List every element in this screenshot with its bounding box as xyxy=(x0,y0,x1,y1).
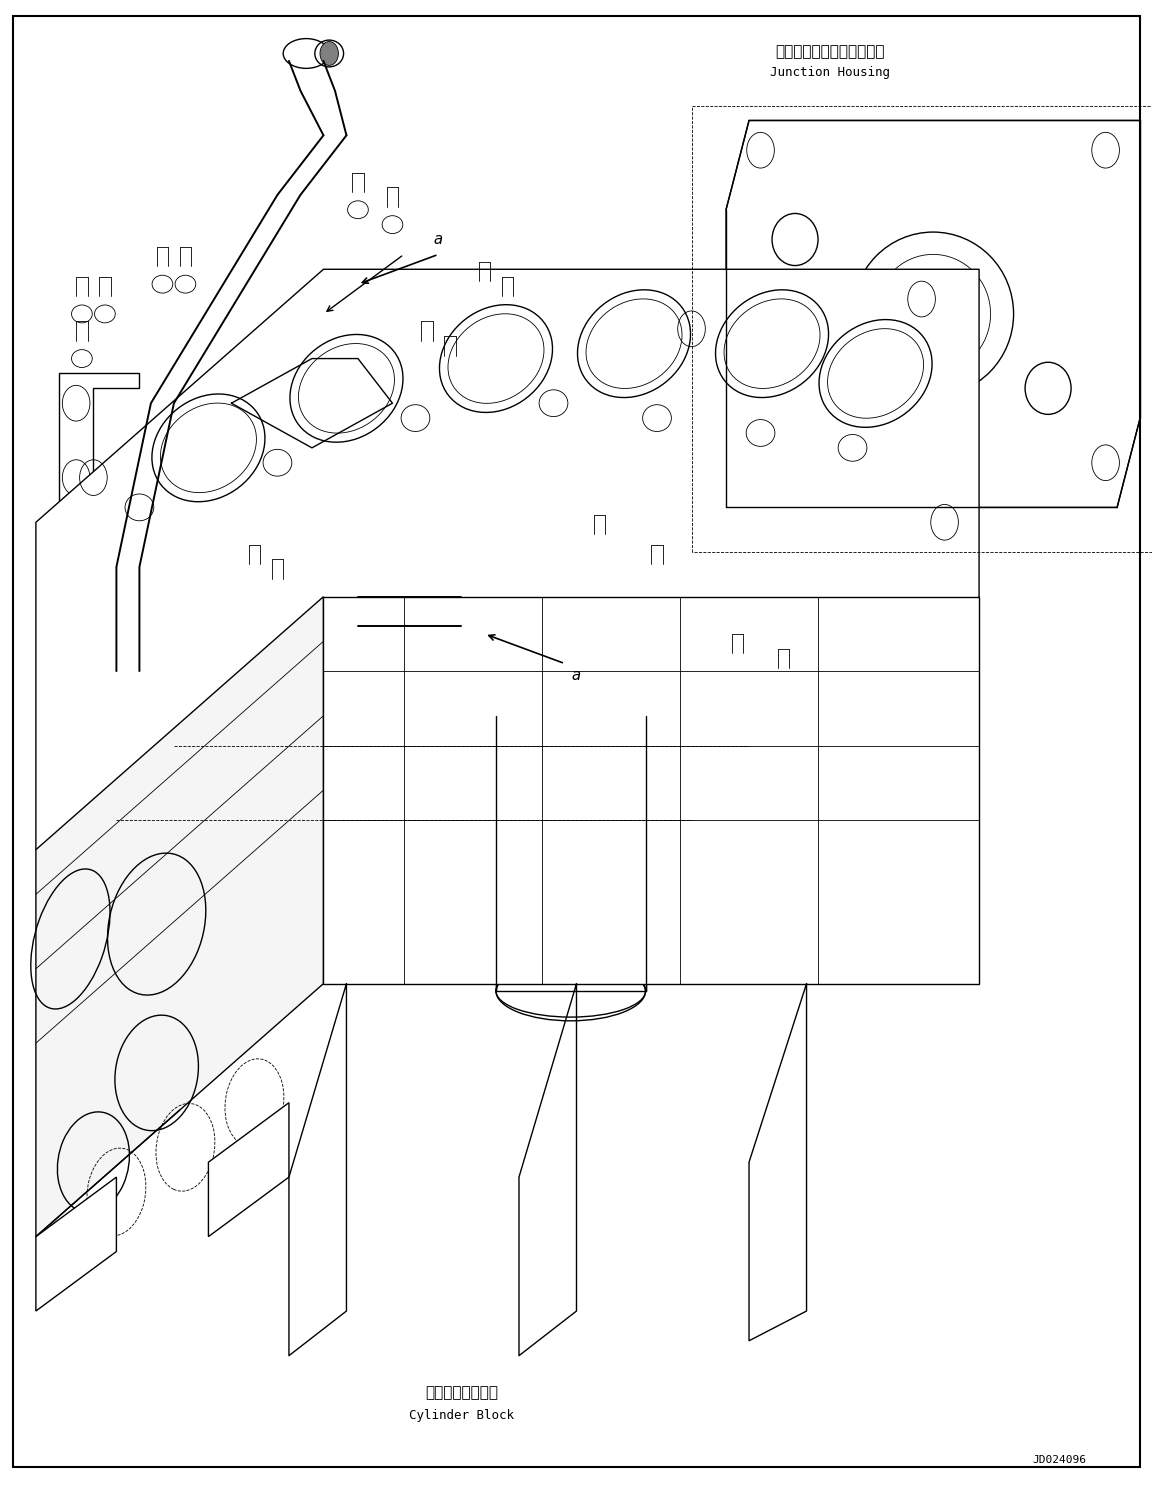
Text: a: a xyxy=(434,233,443,248)
Text: Cylinder Block: Cylinder Block xyxy=(409,1409,514,1422)
Circle shape xyxy=(616,565,630,583)
Text: ジャンクションハウジング: ジャンクションハウジング xyxy=(775,45,884,60)
Text: a: a xyxy=(572,668,581,683)
Circle shape xyxy=(673,625,687,643)
Polygon shape xyxy=(36,1176,116,1311)
Polygon shape xyxy=(209,1103,289,1236)
Text: Junction Housing: Junction Housing xyxy=(769,66,890,79)
Polygon shape xyxy=(36,270,979,850)
Polygon shape xyxy=(36,596,324,1236)
Polygon shape xyxy=(324,596,979,984)
Text: JD024096: JD024096 xyxy=(1033,1455,1086,1464)
Text: シリンダブロック: シリンダブロック xyxy=(425,1385,498,1400)
Circle shape xyxy=(489,565,503,583)
Circle shape xyxy=(321,42,338,66)
Polygon shape xyxy=(59,373,140,567)
Polygon shape xyxy=(496,716,646,992)
Polygon shape xyxy=(726,121,1140,507)
Polygon shape xyxy=(461,537,715,716)
